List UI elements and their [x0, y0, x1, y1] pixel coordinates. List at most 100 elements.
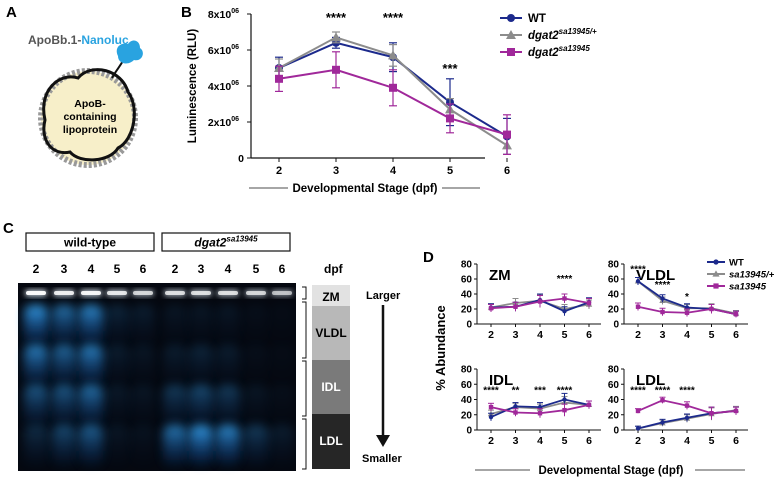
d-y-axis-label: % Abundance: [433, 305, 448, 390]
d-legend-marker: [713, 283, 719, 289]
lane-label: 4: [88, 262, 95, 276]
b-y-axis-label: Luminescence (RLU): [187, 29, 199, 144]
d-subplot-title: LDL: [636, 372, 665, 389]
d-ytick-label: 60: [461, 380, 473, 391]
gel-smear: [131, 345, 155, 387]
panel-label-b: B: [181, 4, 192, 21]
lane-label: 6: [279, 262, 286, 276]
b-data-point: [388, 50, 398, 60]
d-data-point: [562, 407, 567, 413]
gel-smear: [189, 425, 213, 467]
d-data-point: [488, 306, 494, 311]
b-xtick-label: 3: [333, 165, 339, 177]
gel-smear: [189, 385, 213, 427]
b-series: [275, 51, 511, 155]
d-significance: ****: [655, 280, 671, 291]
gel-band-zm-core: [107, 291, 127, 295]
d-data-point: [635, 408, 641, 414]
b-ytick-label: 4x1006: [208, 80, 239, 93]
b-ytick-label: 0: [238, 153, 244, 165]
lane-label: 3: [198, 262, 205, 276]
d-data-point: [513, 304, 518, 309]
d-data-point: [733, 312, 739, 317]
d-xlabel-bg: [530, 462, 695, 476]
gel-smear: [105, 385, 129, 427]
d-data-point: [660, 420, 665, 425]
d-legend-label: WT: [729, 258, 744, 269]
d-ytick-label: 20: [608, 305, 620, 316]
d-significance: *: [685, 292, 689, 303]
panel-label-c: C: [3, 220, 14, 237]
b-data-point: [332, 65, 340, 74]
d-significance: ****: [655, 385, 671, 396]
gel-smear: [189, 345, 213, 387]
gel-lane: [24, 290, 48, 467]
d-xtick-label: 2: [488, 435, 494, 447]
lane-label: 2: [172, 262, 179, 276]
gel-smear: [79, 305, 103, 347]
gel-band-zm-core: [191, 291, 211, 295]
gel-smear: [163, 385, 187, 427]
d-ytick-label: 20: [608, 410, 620, 421]
gel-band-zm-core: [133, 291, 153, 295]
d-series: [488, 400, 592, 418]
d-xtick-label: 3: [660, 435, 666, 447]
lane-label: 6: [140, 262, 147, 276]
smaller-label: Smaller: [362, 453, 402, 465]
d-xtick-label: 2: [635, 435, 641, 447]
d-significance: ****: [483, 385, 499, 396]
gel-smear: [270, 385, 294, 427]
gel-lane: [216, 290, 240, 467]
d-data-point: [586, 402, 592, 408]
b-x-axis-label: Developmental Stage (dpf): [292, 183, 437, 195]
d-xtick-label: 5: [709, 329, 715, 341]
d-significance: ****: [679, 385, 695, 396]
gel-smear: [244, 345, 268, 387]
d-data-point: [513, 410, 518, 415]
mutant-group-label: dgat2sa13945: [194, 235, 258, 250]
b-xtick-label: 5: [447, 165, 453, 177]
gel-smear: [24, 385, 48, 427]
band-label-zm: ZM: [322, 290, 339, 304]
gel-smear: [244, 425, 268, 467]
dpf-label: dpf: [324, 262, 344, 276]
gel-lane: [163, 290, 187, 467]
gel-smear: [163, 345, 187, 387]
lane-labels: 2 3 4 5 6 2 3 4 5 6: [33, 262, 286, 276]
d-data-point: [684, 403, 690, 408]
lipoprotein-diagram: ApoB- containing lipoprotein: [38, 40, 143, 168]
gel-band-zm-core: [54, 291, 74, 295]
gel-smear: [105, 425, 129, 467]
d-xtick-label: 6: [733, 435, 739, 447]
gel-band-zm-core: [165, 291, 185, 295]
d-data-point: [660, 309, 665, 315]
lane-label: 3: [61, 262, 68, 276]
d-data-point: [709, 306, 714, 312]
gel-lane: [52, 290, 76, 467]
band-zm: [312, 285, 350, 306]
d-x-axis-label: Developmental Stage (dpf): [538, 465, 683, 477]
d-ytick-label: 0: [466, 426, 472, 437]
d-ytick-label: 40: [608, 290, 620, 301]
d-legend-marker: [712, 270, 720, 277]
d-ytick-label: 0: [613, 320, 619, 331]
d-subplot-title: VLDL: [636, 267, 675, 284]
gel-band-zm-core: [272, 291, 292, 295]
gel-lane: [189, 290, 213, 467]
d-xtick-label: 5: [562, 329, 568, 341]
gel-smear: [270, 305, 294, 347]
d-significance: ****: [557, 274, 573, 285]
band-vldl: [312, 306, 350, 360]
b-ytick-label: 8x1006: [208, 8, 239, 21]
d-ytick-label: 0: [613, 426, 619, 437]
wt-group-label: wild-type: [63, 236, 116, 250]
d-data-point: [513, 404, 518, 409]
d-data-point: [562, 397, 567, 402]
d-data-point: [562, 309, 567, 314]
b-legend-marker: [507, 14, 515, 22]
mutant-group-box: [161, 232, 291, 252]
